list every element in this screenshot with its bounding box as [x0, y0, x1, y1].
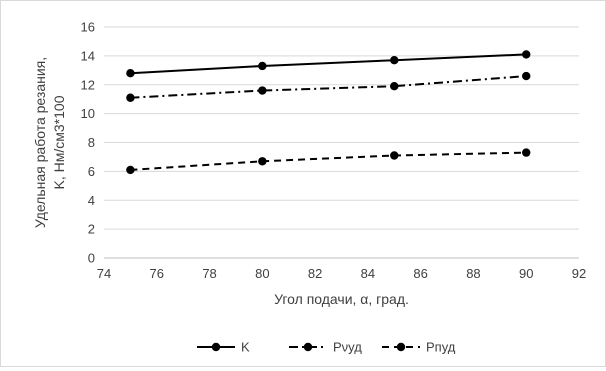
- legend-label: K: [241, 340, 250, 355]
- y-axis-title-line: Удельная работа резания,: [32, 57, 48, 228]
- y-tick-label: 14: [81, 48, 95, 63]
- data-point: [390, 151, 399, 160]
- x-tick-label: 84: [361, 266, 375, 281]
- data-point: [258, 61, 267, 71]
- data-point: [258, 157, 267, 166]
- y-tick-label: 16: [81, 20, 95, 35]
- legend: K Pνуд Pпуд: [197, 340, 456, 355]
- series-1: [126, 50, 531, 78]
- x-tick-label: 88: [466, 266, 480, 281]
- y-tick-label: 2: [88, 222, 95, 237]
- legend-item: Pпуд: [382, 340, 456, 355]
- series-line: [130, 151, 527, 171]
- series-2: [126, 71, 531, 102]
- y-axis-title-line: K, Нм/см3*100: [51, 95, 67, 189]
- y-tick-labels: 0 2 4 6 8 10 12 14 16: [81, 20, 95, 266]
- x-tick-label: 90: [519, 266, 533, 281]
- legend-marker: [396, 342, 406, 352]
- data-point: [126, 165, 135, 175]
- y-tick-label: 6: [88, 164, 95, 179]
- data-point: [390, 81, 399, 91]
- x-tick-label: 82: [308, 266, 322, 281]
- legend-label: Pпуд: [426, 340, 456, 355]
- series-group: [126, 50, 531, 175]
- data-point: [522, 71, 531, 81]
- series-3: [126, 148, 531, 175]
- x-tick-label: 76: [150, 266, 164, 281]
- gridlines: [104, 26, 579, 259]
- x-tick-label: 74: [97, 266, 111, 281]
- x-tick-labels: 74 76 78 80 82 84 86 88 90 92: [97, 266, 586, 281]
- legend-item: K: [197, 340, 250, 355]
- y-tick-label: 8: [88, 135, 95, 150]
- series-line: [130, 53, 527, 75]
- data-point: [126, 93, 135, 102]
- x-tick-label: 78: [202, 266, 216, 281]
- legend-label: Pνуд: [333, 340, 362, 355]
- data-point: [390, 56, 399, 65]
- y-axis-title: Удельная работа резания, K, Нм/см3*100: [32, 57, 67, 228]
- y-tick-label: 4: [88, 193, 95, 208]
- y-tick-label: 0: [88, 251, 95, 266]
- y-tick-label: 12: [81, 77, 95, 92]
- legend-marker: [303, 342, 313, 352]
- legend-marker: [211, 342, 221, 352]
- x-axis-title: Угол подачи, α, град.: [274, 291, 409, 307]
- legend-item: Pνуд: [289, 340, 362, 355]
- data-point: [126, 69, 135, 78]
- data-point: [522, 50, 531, 59]
- y-tick-label: 10: [81, 106, 95, 121]
- data-point: [258, 86, 267, 95]
- x-tick-label: 80: [255, 266, 269, 281]
- data-point: [522, 148, 531, 157]
- x-tick-label: 92: [572, 266, 586, 281]
- series-line: [130, 75, 527, 99]
- x-tick-label: 86: [413, 266, 427, 281]
